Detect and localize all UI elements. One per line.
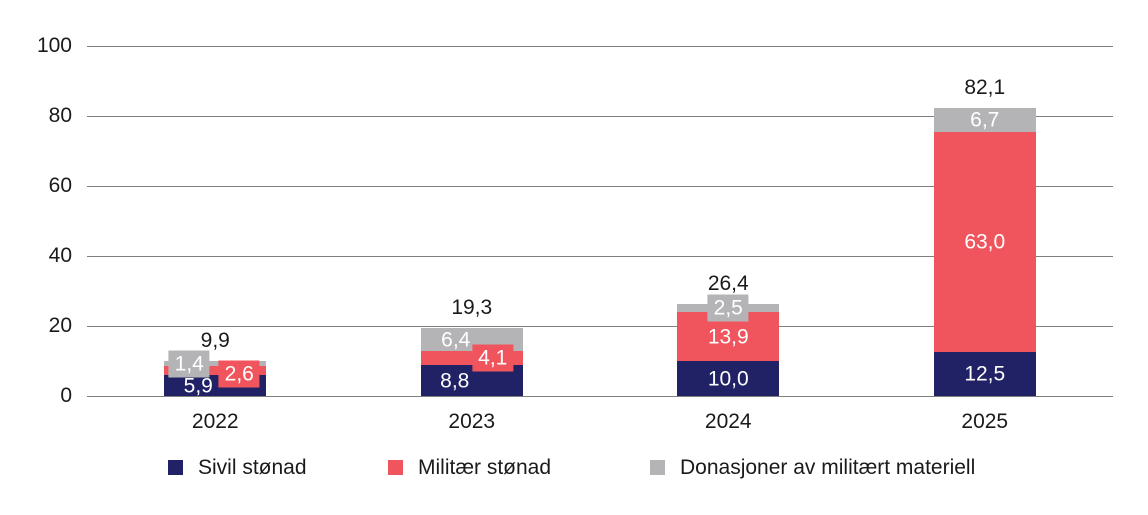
y-axis-tick-label: 40: [48, 244, 72, 267]
y-axis-tick-label: 20: [48, 314, 72, 337]
bar-segment-2: [164, 366, 267, 376]
bar-segment-1: [677, 361, 780, 396]
total-label: 19,3: [451, 296, 493, 320]
total-label: 9,9: [200, 329, 230, 353]
x-axis-label: 2024: [704, 410, 752, 433]
value-label: 13,9: [707, 325, 749, 349]
value-label: 6,7: [970, 108, 1000, 132]
value-label: 63,0: [964, 230, 1006, 254]
legend-label: Sivil stønad: [198, 456, 307, 479]
bar-segment-2: [933, 131, 1036, 353]
y-axis-tick-label: 80: [48, 104, 72, 127]
x-axis-label: 2022: [191, 410, 239, 433]
bar-segment-3: [933, 108, 1036, 132]
value-label: 6,4: [441, 328, 471, 352]
total-label: 82,1: [964, 76, 1006, 100]
gridline: [87, 256, 1113, 257]
bar-segment-1: [933, 352, 1036, 396]
x-axis-label: 2025: [961, 410, 1009, 433]
legend-swatch-icon: [168, 460, 183, 475]
value-label: 2,6: [218, 360, 260, 388]
value-label: 12,5: [964, 362, 1006, 386]
total-label: 26,4: [707, 271, 749, 295]
gridline: [87, 186, 1113, 187]
legend-label: Donasjoner av militært materiell: [680, 456, 976, 479]
value-label: 1,4: [168, 350, 210, 378]
value-label: 2,5: [707, 294, 749, 322]
gridline: [87, 326, 1113, 327]
bar-segment-3: [164, 361, 267, 367]
value-label: 5,9: [183, 374, 213, 398]
gridline: [87, 116, 1113, 117]
gridline: [87, 46, 1113, 47]
y-axis-tick-label: 60: [48, 174, 72, 197]
legend-swatch-icon: [388, 460, 403, 475]
y-axis-tick-label: 0: [60, 384, 72, 407]
legend-swatch-icon: [650, 460, 665, 475]
gridline: [87, 396, 1113, 397]
value-label: 8,8: [440, 369, 470, 393]
x-axis-label: 2023: [448, 410, 496, 433]
y-axis-tick-label: 100: [36, 34, 72, 57]
value-label: 4,1: [472, 344, 514, 372]
value-label: 10,0: [707, 367, 749, 390]
legend-label: Militær stønad: [418, 456, 552, 479]
